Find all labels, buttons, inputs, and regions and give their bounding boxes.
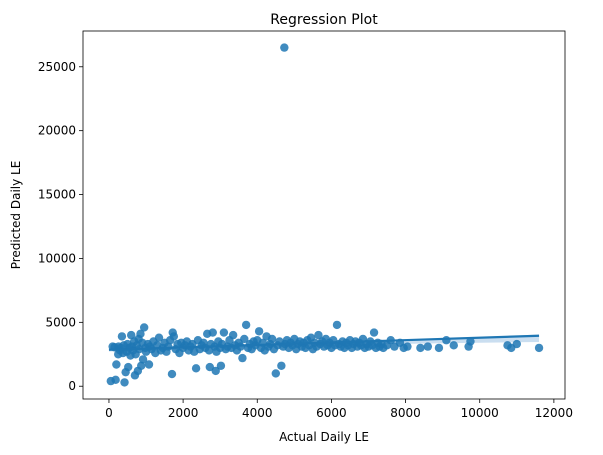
scatter-point [403, 342, 412, 351]
scatter-point [271, 369, 280, 378]
scatter-point [332, 320, 342, 330]
scatter-point [124, 362, 133, 372]
scatter-point [144, 360, 154, 369]
scatter-point [154, 333, 164, 342]
y-tick-label: 5000 [45, 315, 76, 329]
scatter-point [208, 328, 217, 337]
scatter-point [228, 330, 238, 340]
y-tick-label: 10000 [38, 251, 76, 265]
scatter-point [211, 366, 220, 376]
chart-title: Regression Plot [270, 12, 378, 28]
scatter-point [216, 361, 226, 370]
x-axis: 0 2000 4000 6000 8000 10000 12000 [105, 399, 573, 420]
scatter-point [137, 361, 146, 370]
y-tick-label: 15000 [38, 188, 76, 202]
scatter-point [423, 342, 433, 351]
scatter-point [240, 334, 249, 344]
scatter-point [267, 334, 277, 344]
x-tick-label: 10000 [461, 406, 499, 420]
x-tick-label: 0 [105, 406, 113, 420]
x-tick-label: 4000 [242, 406, 273, 420]
scatter-point [205, 362, 214, 372]
scatter-point [416, 343, 425, 353]
plot-area-frame [82, 30, 566, 400]
scatter-point [167, 369, 177, 379]
scatter-point [241, 320, 251, 330]
regression-line-layer [108, 334, 540, 351]
y-tick-label: 0 [68, 379, 76, 393]
points-layer [106, 43, 544, 387]
x-tick-label: 6000 [316, 406, 347, 420]
scatter-point [112, 360, 121, 369]
scatter-point [280, 43, 289, 52]
y-axis: 0 5000 10000 15000 20000 25000 [38, 60, 83, 393]
scatter-point [136, 329, 145, 339]
scatter-point [169, 332, 179, 341]
scatter-point [449, 341, 458, 350]
scatter-point [466, 337, 475, 346]
x-tick-label: 12000 [535, 406, 573, 420]
scatter-point [138, 355, 148, 364]
x-axis-label: Actual Daily LE [279, 430, 369, 444]
scatter-point [369, 328, 379, 337]
scatter-point [127, 330, 136, 340]
x-tick-label: 8000 [390, 406, 421, 420]
scatter-point [534, 343, 544, 353]
scatter-point [434, 343, 444, 353]
regression-line [108, 334, 540, 351]
scatter-point [512, 339, 521, 349]
scatter-point [238, 353, 247, 363]
scatter-point [219, 328, 229, 337]
scatter-point [111, 375, 120, 385]
scatter-point [314, 330, 323, 340]
x-tick-label: 2000 [168, 406, 199, 420]
y-axis-label: Predicted Daily LE [9, 161, 23, 270]
scatter-point [117, 332, 127, 341]
y-tick-label: 20000 [38, 124, 76, 138]
scatter-point [191, 364, 201, 373]
y-tick-label: 25000 [38, 60, 76, 74]
scatter-point [139, 323, 149, 332]
scatter-point [254, 327, 264, 336]
scatter-point [120, 378, 129, 387]
scatter-point [442, 336, 451, 345]
scatter-point [277, 361, 286, 370]
